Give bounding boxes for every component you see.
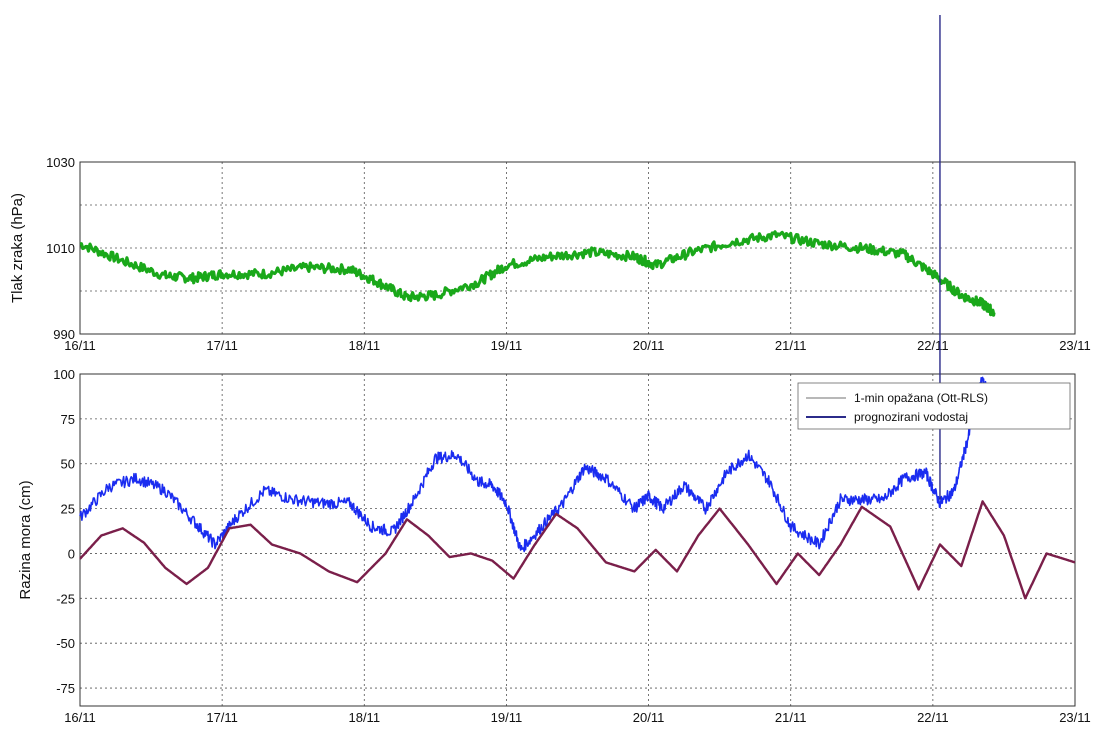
legend: 1-min opažana (Ott-RLS) prognozirani vod… (797, 382, 1071, 430)
sea-level-x-tick-label: 20/11 (633, 710, 665, 725)
pressure-x-tick-label: 18/11 (348, 338, 380, 353)
sea-level-x-tick-label: 16/11 (64, 710, 96, 725)
pressure-y-ticks: 990 1010 1030 (46, 155, 75, 342)
pressure-x-tick-label: 22/11 (917, 338, 949, 353)
pressure-y-tick-label: 1010 (46, 241, 75, 256)
pressure-axes-frame (79, 161, 1076, 335)
sea-level-x-tick-label: 18/11 (348, 710, 380, 725)
sea-level-y-tick-label: 75 (61, 412, 75, 427)
pressure-series (79, 230, 996, 317)
pressure-x-tick-label: 20/11 (633, 338, 665, 353)
pressure-panel: 990 1010 1030 16/11 17/11 18/11 19/11 20/11 21/… (9, 155, 1091, 353)
legend-box (797, 382, 1071, 430)
sea-level-y-tick-label: 50 (61, 457, 75, 472)
sea-level-y-tick-label: -25 (56, 591, 75, 606)
legend-label-forecast: prognozirani vodostaj (854, 410, 968, 424)
sea-level-axes-frame (79, 373, 1076, 707)
pressure-x-tick-label: 23/11 (1059, 338, 1091, 353)
sea-level-y-tick-label: 25 (61, 502, 75, 517)
legend-label-observed: 1-min opažana (Ott-RLS) (854, 391, 988, 405)
sea-level-x-tick-label: 22/11 (917, 710, 949, 725)
pressure-x-tick-label: 16/11 (64, 338, 96, 353)
sea-level-x-tick-label: 19/11 (491, 710, 523, 725)
sea-level-x-ticks: 16/11 17/11 18/11 19/11 20/11 21/11 22/11 23/11 (64, 710, 1091, 725)
sea-level-y-tick-label: 100 (53, 367, 75, 382)
sea-level-x-tick-label: 21/11 (775, 710, 807, 725)
sea-level-panel: 100 75 50 25 0 -25 -50 -75 16/11 17/11 18/11 19/11… (17, 15, 1091, 725)
forecast-sea-level-line (79, 500, 1076, 600)
sea-level-y-tick-label: 0 (68, 546, 75, 561)
pressure-grid (80, 162, 1075, 334)
pressure-line (79, 230, 996, 317)
pressure-x-tick-label: 17/11 (206, 338, 238, 353)
pressure-x-tick-label: 19/11 (491, 338, 523, 353)
pressure-x-tick-label: 21/11 (775, 338, 807, 353)
sea-level-x-tick-label: 17/11 (206, 710, 238, 725)
pressure-y-tick-label: 1030 (46, 155, 75, 170)
pressure-y-axis-label: Tlak zraka (hPa) (9, 193, 26, 303)
sea-level-series (79, 15, 1076, 600)
sea-level-y-tick-label: -75 (56, 681, 75, 696)
sea-level-y-tick-label: -50 (56, 636, 75, 651)
pressure-x-ticks: 16/11 17/11 18/11 19/11 20/11 21/11 22/11 23/11 (64, 338, 1091, 353)
sea-level-y-axis-label: Razina mora (cm) (17, 480, 34, 599)
pressure-y-tick-label: 990 (53, 327, 75, 342)
sea-level-x-tick-label: 23/11 (1059, 710, 1091, 725)
observed-sea-level-line (79, 376, 998, 553)
sea-level-y-ticks: 100 75 50 25 0 -25 -50 -75 (53, 367, 75, 696)
